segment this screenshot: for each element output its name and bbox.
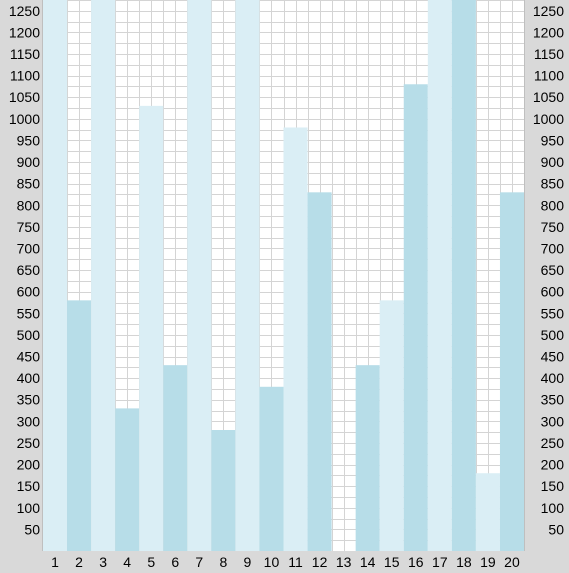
x-tick-label: 2 bbox=[75, 554, 83, 570]
x-tick-label: 20 bbox=[504, 554, 520, 570]
bar-18 bbox=[451, 0, 476, 551]
y-tick-label-left: 350 bbox=[17, 392, 41, 408]
y-tick-label-left: 900 bbox=[17, 154, 41, 170]
x-tick-label: 17 bbox=[432, 554, 448, 570]
y-tick-label-left: 750 bbox=[17, 219, 41, 235]
bottom-gutter bbox=[0, 551, 569, 573]
y-tick-label-left: 600 bbox=[17, 284, 41, 300]
y-tick-label-left: 1200 bbox=[9, 24, 40, 40]
x-tick-label: 11 bbox=[288, 554, 303, 570]
x-tick-label: 10 bbox=[264, 554, 280, 570]
bar-10 bbox=[259, 386, 284, 551]
y-tick-label-left: 650 bbox=[17, 262, 41, 278]
y-tick-label-right: 1000 bbox=[533, 111, 564, 127]
x-tick-label: 9 bbox=[244, 554, 252, 570]
y-tick-label-left: 1250 bbox=[9, 3, 40, 19]
bar-19 bbox=[475, 473, 500, 551]
bar-3 bbox=[91, 0, 116, 551]
y-tick-label-right: 350 bbox=[541, 392, 565, 408]
y-tick-label-left: 850 bbox=[17, 176, 41, 192]
bar-16 bbox=[403, 84, 428, 551]
y-tick-label-left: 1050 bbox=[9, 89, 40, 105]
y-tick-label-left: 50 bbox=[24, 521, 40, 537]
y-tick-label-right: 100 bbox=[541, 500, 565, 516]
x-tick-label: 8 bbox=[219, 554, 227, 570]
y-tick-label-left: 1100 bbox=[10, 68, 40, 84]
x-tick-label: 4 bbox=[123, 554, 131, 570]
bar-6 bbox=[163, 365, 188, 551]
y-tick-label-right: 1100 bbox=[534, 68, 564, 84]
bar-20 bbox=[499, 192, 524, 551]
y-tick-label-right: 900 bbox=[541, 154, 565, 170]
x-tick-label: 14 bbox=[360, 554, 376, 570]
y-tick-label-right: 750 bbox=[541, 219, 565, 235]
y-tick-label-left: 300 bbox=[17, 413, 41, 429]
y-tick-label-right: 500 bbox=[541, 327, 565, 343]
x-tick-label: 3 bbox=[99, 554, 107, 570]
left-gutter bbox=[0, 0, 43, 573]
y-tick-label-right: 150 bbox=[541, 478, 565, 494]
x-tick-label: 7 bbox=[195, 554, 203, 570]
y-tick-label-left: 400 bbox=[17, 370, 41, 386]
x-tick-label: 5 bbox=[147, 554, 155, 570]
y-tick-label-left: 200 bbox=[17, 457, 41, 473]
y-tick-label-right: 300 bbox=[541, 413, 565, 429]
bar-7 bbox=[187, 0, 212, 551]
y-tick-label-left: 950 bbox=[17, 132, 41, 148]
y-tick-label-right: 800 bbox=[541, 197, 565, 213]
bar-4 bbox=[115, 408, 140, 551]
bars bbox=[43, 0, 524, 552]
y-axis-right: 50 100 150 200 250 300 350 400 450 500 550 600 650 70… bbox=[533, 3, 564, 538]
y-tick-label-right: 400 bbox=[541, 370, 565, 386]
x-tick-label: 18 bbox=[456, 554, 472, 570]
y-tick-label-right: 1250 bbox=[533, 3, 564, 19]
y-tick-label-left: 1150 bbox=[10, 46, 40, 62]
x-tick-label: 13 bbox=[336, 554, 352, 570]
bar-1 bbox=[43, 0, 68, 551]
x-axis: 1 2 3 4 5 6 7 8 9 10 11 12 13 14 15 16 17 18 19 20 bbox=[51, 554, 520, 570]
y-tick-label-left: 250 bbox=[17, 435, 41, 451]
y-tick-label-right: 550 bbox=[541, 305, 565, 321]
x-tick-label: 16 bbox=[408, 554, 424, 570]
x-tick-label: 19 bbox=[480, 554, 496, 570]
x-tick-label: 6 bbox=[171, 554, 179, 570]
y-tick-label-right: 250 bbox=[541, 435, 565, 451]
x-tick-label: 15 bbox=[384, 554, 400, 570]
bar-2 bbox=[67, 300, 92, 551]
bar-5 bbox=[139, 105, 164, 552]
y-tick-label-right: 650 bbox=[541, 262, 565, 278]
y-tick-label-right: 200 bbox=[541, 457, 565, 473]
y-tick-label-left: 450 bbox=[17, 349, 41, 365]
y-tick-label-left: 800 bbox=[17, 197, 41, 213]
right-gutter bbox=[524, 0, 569, 573]
y-tick-label-right: 50 bbox=[548, 521, 564, 537]
x-tick-label: 12 bbox=[312, 554, 328, 570]
x-tick-label: 1 bbox=[51, 554, 59, 570]
y-tick-label-left: 100 bbox=[17, 500, 41, 516]
y-axis-left: 50 100 150 200 250 300 350 400 450 500 550 600 650 70… bbox=[9, 3, 40, 538]
bar-11 bbox=[283, 127, 308, 552]
y-tick-label-right: 1150 bbox=[534, 46, 564, 62]
y-tick-label-left: 550 bbox=[17, 305, 41, 321]
y-tick-label-right: 950 bbox=[541, 132, 565, 148]
y-tick-label-left: 500 bbox=[17, 327, 41, 343]
y-tick-label-right: 700 bbox=[541, 240, 565, 256]
bar-12 bbox=[307, 192, 332, 551]
y-tick-label-left: 1000 bbox=[9, 111, 40, 127]
y-tick-label-right: 1200 bbox=[533, 24, 564, 40]
y-tick-label-right: 450 bbox=[541, 349, 565, 365]
bar-15 bbox=[379, 300, 404, 551]
bar-14 bbox=[355, 365, 380, 551]
bar-9 bbox=[235, 0, 260, 551]
y-tick-label-right: 1050 bbox=[533, 89, 564, 105]
y-tick-label-right: 600 bbox=[541, 284, 565, 300]
y-tick-label-left: 150 bbox=[17, 478, 41, 494]
y-tick-label-right: 850 bbox=[541, 176, 565, 192]
bar-8 bbox=[211, 429, 236, 551]
bar-17 bbox=[427, 0, 452, 551]
y-tick-label-left: 700 bbox=[17, 240, 41, 256]
